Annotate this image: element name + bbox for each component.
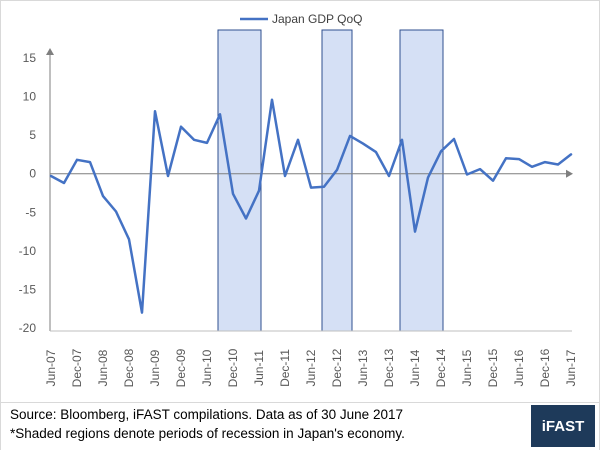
- legend-label: Japan GDP QoQ: [272, 12, 363, 26]
- y-tick-label: -10: [19, 244, 37, 258]
- x-tick-label: Dec-07: [70, 348, 84, 387]
- y-tick-label: 0: [29, 167, 36, 181]
- recession-note: *Shaded regions denote periods of recess…: [10, 426, 405, 441]
- x-tick-label: Jun-08: [96, 349, 110, 386]
- x-tick-label: Dec-15: [486, 348, 500, 387]
- x-tick-label: Dec-16: [538, 348, 552, 387]
- x-tick-label: Dec-11: [278, 349, 292, 387]
- x-tick-label: Jun-10: [200, 349, 214, 386]
- y-axis-ticks: 15 10 5 0 -5 -10 -15 -20: [19, 51, 37, 335]
- x-tick-label: Jun-14: [408, 349, 422, 386]
- ifast-logo: iFAST: [531, 405, 595, 447]
- y-tick-label: 10: [23, 90, 37, 104]
- y-tick-label: -15: [19, 282, 37, 296]
- recession-shading: [217, 29, 444, 332]
- y-tick-label: 5: [29, 128, 36, 142]
- y-tick-label: -20: [19, 321, 37, 335]
- x-tick-label: Jun-13: [356, 349, 370, 386]
- x-tick-label: Dec-13: [382, 348, 396, 387]
- y-axis-arrow: [46, 48, 54, 55]
- y-tick-label: 15: [23, 51, 37, 65]
- x-tick-label: Dec-14: [434, 348, 448, 387]
- recession-band: [217, 29, 262, 332]
- x-tick-label: Dec-10: [226, 348, 240, 387]
- y-tick-label: -5: [25, 205, 36, 219]
- x-tick-label: Dec-09: [174, 348, 188, 387]
- footer: Source: Bloomberg, iFAST compilations. D…: [1, 402, 599, 450]
- legend: Japan GDP QoQ: [240, 12, 363, 26]
- x-axis-ticks: Jun-07 Dec-07 Jun-08 Dec-08 Jun-09 Dec-09 Jun-…: [44, 348, 578, 387]
- x-tick-label: Dec-12: [330, 348, 344, 387]
- x-axis-arrow: [566, 169, 573, 178]
- source-text: Source: Bloomberg, iFAST compilations. D…: [10, 407, 403, 422]
- x-tick-label: Jun-12: [304, 349, 318, 386]
- series-line: [49, 98, 573, 314]
- x-tick-label: Jun-15: [460, 349, 474, 386]
- x-tick-label: Jun-07: [44, 349, 58, 386]
- recession-band: [399, 29, 444, 332]
- x-tick-label: Jun-16: [512, 349, 526, 386]
- x-tick-label: Jun-09: [148, 349, 162, 386]
- series-lines: [49, 98, 573, 314]
- recession-band: [321, 29, 353, 332]
- axes: [46, 48, 573, 332]
- line-chart: 15 10 5 0 -5 -10 -15 -20 Jun-07 Dec-07 Jun-08 Dec-…: [19, 12, 578, 387]
- x-tick-label: Jun-17: [564, 349, 578, 386]
- x-tick-label: Jun-11: [252, 350, 266, 386]
- x-tick-label: Dec-08: [122, 348, 136, 387]
